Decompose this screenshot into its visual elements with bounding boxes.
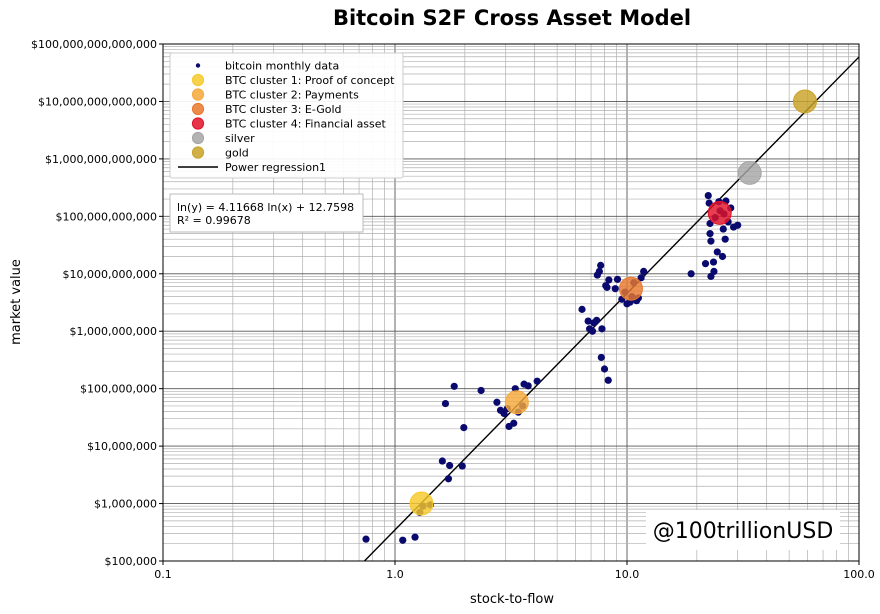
equation-frame: [169, 193, 364, 233]
x-tick-label: 1.0: [386, 568, 404, 581]
bitcoin-monthly-point: [362, 535, 370, 543]
watermark-text: @100trillionUSD: [653, 519, 834, 544]
y-axis-label: market value: [9, 259, 24, 345]
bitcoin-monthly-point: [578, 305, 586, 313]
watermark-box: @100trillionUSD: [646, 510, 840, 550]
y-tick-label: $100,000,000: [80, 383, 157, 396]
regression-layer: [363, 56, 860, 562]
cluster-point: [707, 200, 732, 225]
legend-label: BTC cluster 2: Payments: [225, 89, 359, 102]
plot-frame: [162, 43, 860, 562]
bitcoin-monthly-point: [719, 225, 727, 233]
bitcoin-monthly-point: [477, 386, 485, 395]
bitcoin-monthly-point: [438, 457, 446, 465]
cluster-point: [618, 276, 643, 301]
y-tick-label: $100,000,000,000: [56, 210, 157, 223]
axis-ticks: 0.1 1.0 10.0 100.0 $100,000 $1,000,000 $10,000…: [31, 38, 875, 581]
bitcoin-monthly-point: [640, 267, 648, 275]
bitcoin-monthly-point: [706, 230, 714, 238]
legend-marker-circle: [191, 117, 205, 130]
cluster-point: [409, 491, 434, 516]
bitcoin-monthly-point: [493, 398, 501, 406]
bitcoin-monthly-point: [598, 325, 606, 333]
bitcoin-monthly-point: [687, 270, 695, 278]
y-tick-label: $1,000,000: [94, 498, 157, 511]
bitcoin-monthly-point: [597, 261, 605, 269]
bitcoin-monthly-point: [524, 382, 532, 390]
legend-label: BTC cluster 4: Financial asset: [225, 118, 387, 131]
bitcoin-monthly-point: [399, 536, 407, 544]
x-tick-label: 0.1: [154, 568, 172, 581]
bitcoin-monthly-point: [604, 376, 612, 384]
legend-label: bitcoin monthly data: [225, 60, 339, 73]
bitcoin-monthly-point: [444, 475, 453, 483]
bitcoin-monthly-point: [450, 382, 458, 390]
y-tick-label: $10,000,000: [87, 440, 157, 453]
data-points: [362, 89, 817, 544]
y-tick-label: $10,000,000,000,000: [38, 95, 157, 108]
bitcoin-monthly-point: [593, 316, 601, 324]
bitcoin-monthly-point: [707, 237, 715, 245]
bitcoin-monthly-point: [600, 365, 609, 373]
regression-line: [363, 56, 860, 562]
bitcoin-monthly-point: [704, 191, 712, 200]
bitcoin-monthly-point: [460, 424, 468, 432]
legend-marker-circle: [191, 73, 205, 87]
legend-marker-circle: [191, 146, 205, 159]
bitcoin-monthly-point: [701, 260, 710, 268]
legend-label: silver: [225, 132, 255, 145]
cluster-point: [737, 160, 762, 185]
bitcoin-monthly-point: [458, 462, 466, 470]
bitcoin-monthly-point: [584, 317, 592, 325]
legend-label: gold: [225, 147, 249, 160]
legend-marker-circle: [191, 131, 205, 145]
bitcoin-monthly-point: [595, 267, 603, 275]
bitcoin-monthly-point: [533, 377, 541, 385]
bitcoin-monthly-point: [446, 461, 454, 470]
bitcoin-monthly-point: [588, 327, 597, 335]
cluster-point: [792, 89, 817, 114]
x-axis-label: stock-to-flow: [470, 592, 554, 607]
bitcoin-monthly-point: [603, 283, 611, 291]
bitcoin-monthly-point: [510, 419, 518, 427]
bitcoin-monthly-point: [411, 533, 419, 541]
bitcoin-monthly-point: [721, 235, 729, 243]
bitcoin-monthly-point: [709, 258, 718, 266]
legend-marker-circle: [191, 102, 205, 116]
y-tick-label: $1,000,000,000: [70, 325, 157, 338]
regression-r-squared: R² = 0.99678: [177, 214, 251, 227]
y-tick-label: $100,000: [105, 555, 158, 568]
legend-label: Power regression1: [225, 161, 326, 174]
bitcoin-monthly-point: [710, 267, 718, 275]
y-tick-label: $100,000,000,000,000: [31, 38, 157, 51]
bitcoin-monthly-point: [441, 399, 450, 408]
legend-marker-circle: [191, 88, 205, 101]
x-tick-label: 100.0: [843, 568, 875, 581]
equation-box: ln(y) = 4.11668 ln(x) + 12.7598 R² = 0.9…: [169, 193, 364, 233]
bitcoin-monthly-point: [713, 248, 721, 256]
chart-title: Bitcoin S2F Cross Asset Model: [333, 6, 691, 30]
regression-equation: ln(y) = 4.11668 ln(x) + 12.7598: [177, 201, 354, 214]
y-tick-label: $10,000,000,000: [63, 268, 157, 281]
bitcoin-monthly-point: [611, 285, 619, 293]
legend-marker-dot: [195, 63, 201, 68]
x-tick-label: 10.0: [615, 568, 640, 581]
legend-label: BTC cluster 1: Proof of concept: [225, 74, 395, 87]
bitcoin-monthly-point: [613, 275, 622, 283]
watermark-frame: [646, 510, 840, 550]
y-tick-label: $1,000,000,000,000: [45, 153, 157, 166]
legend-box: [169, 52, 404, 179]
bitcoin-monthly-point: [637, 274, 645, 282]
legend-label: BTC cluster 3: E-Gold: [225, 103, 342, 116]
bitcoin-monthly-point: [605, 276, 613, 284]
bitcoin-monthly-point: [734, 221, 742, 229]
bitcoin-monthly-point: [718, 252, 727, 261]
cluster-point: [504, 390, 529, 415]
bitcoin-monthly-point: [597, 353, 605, 362]
